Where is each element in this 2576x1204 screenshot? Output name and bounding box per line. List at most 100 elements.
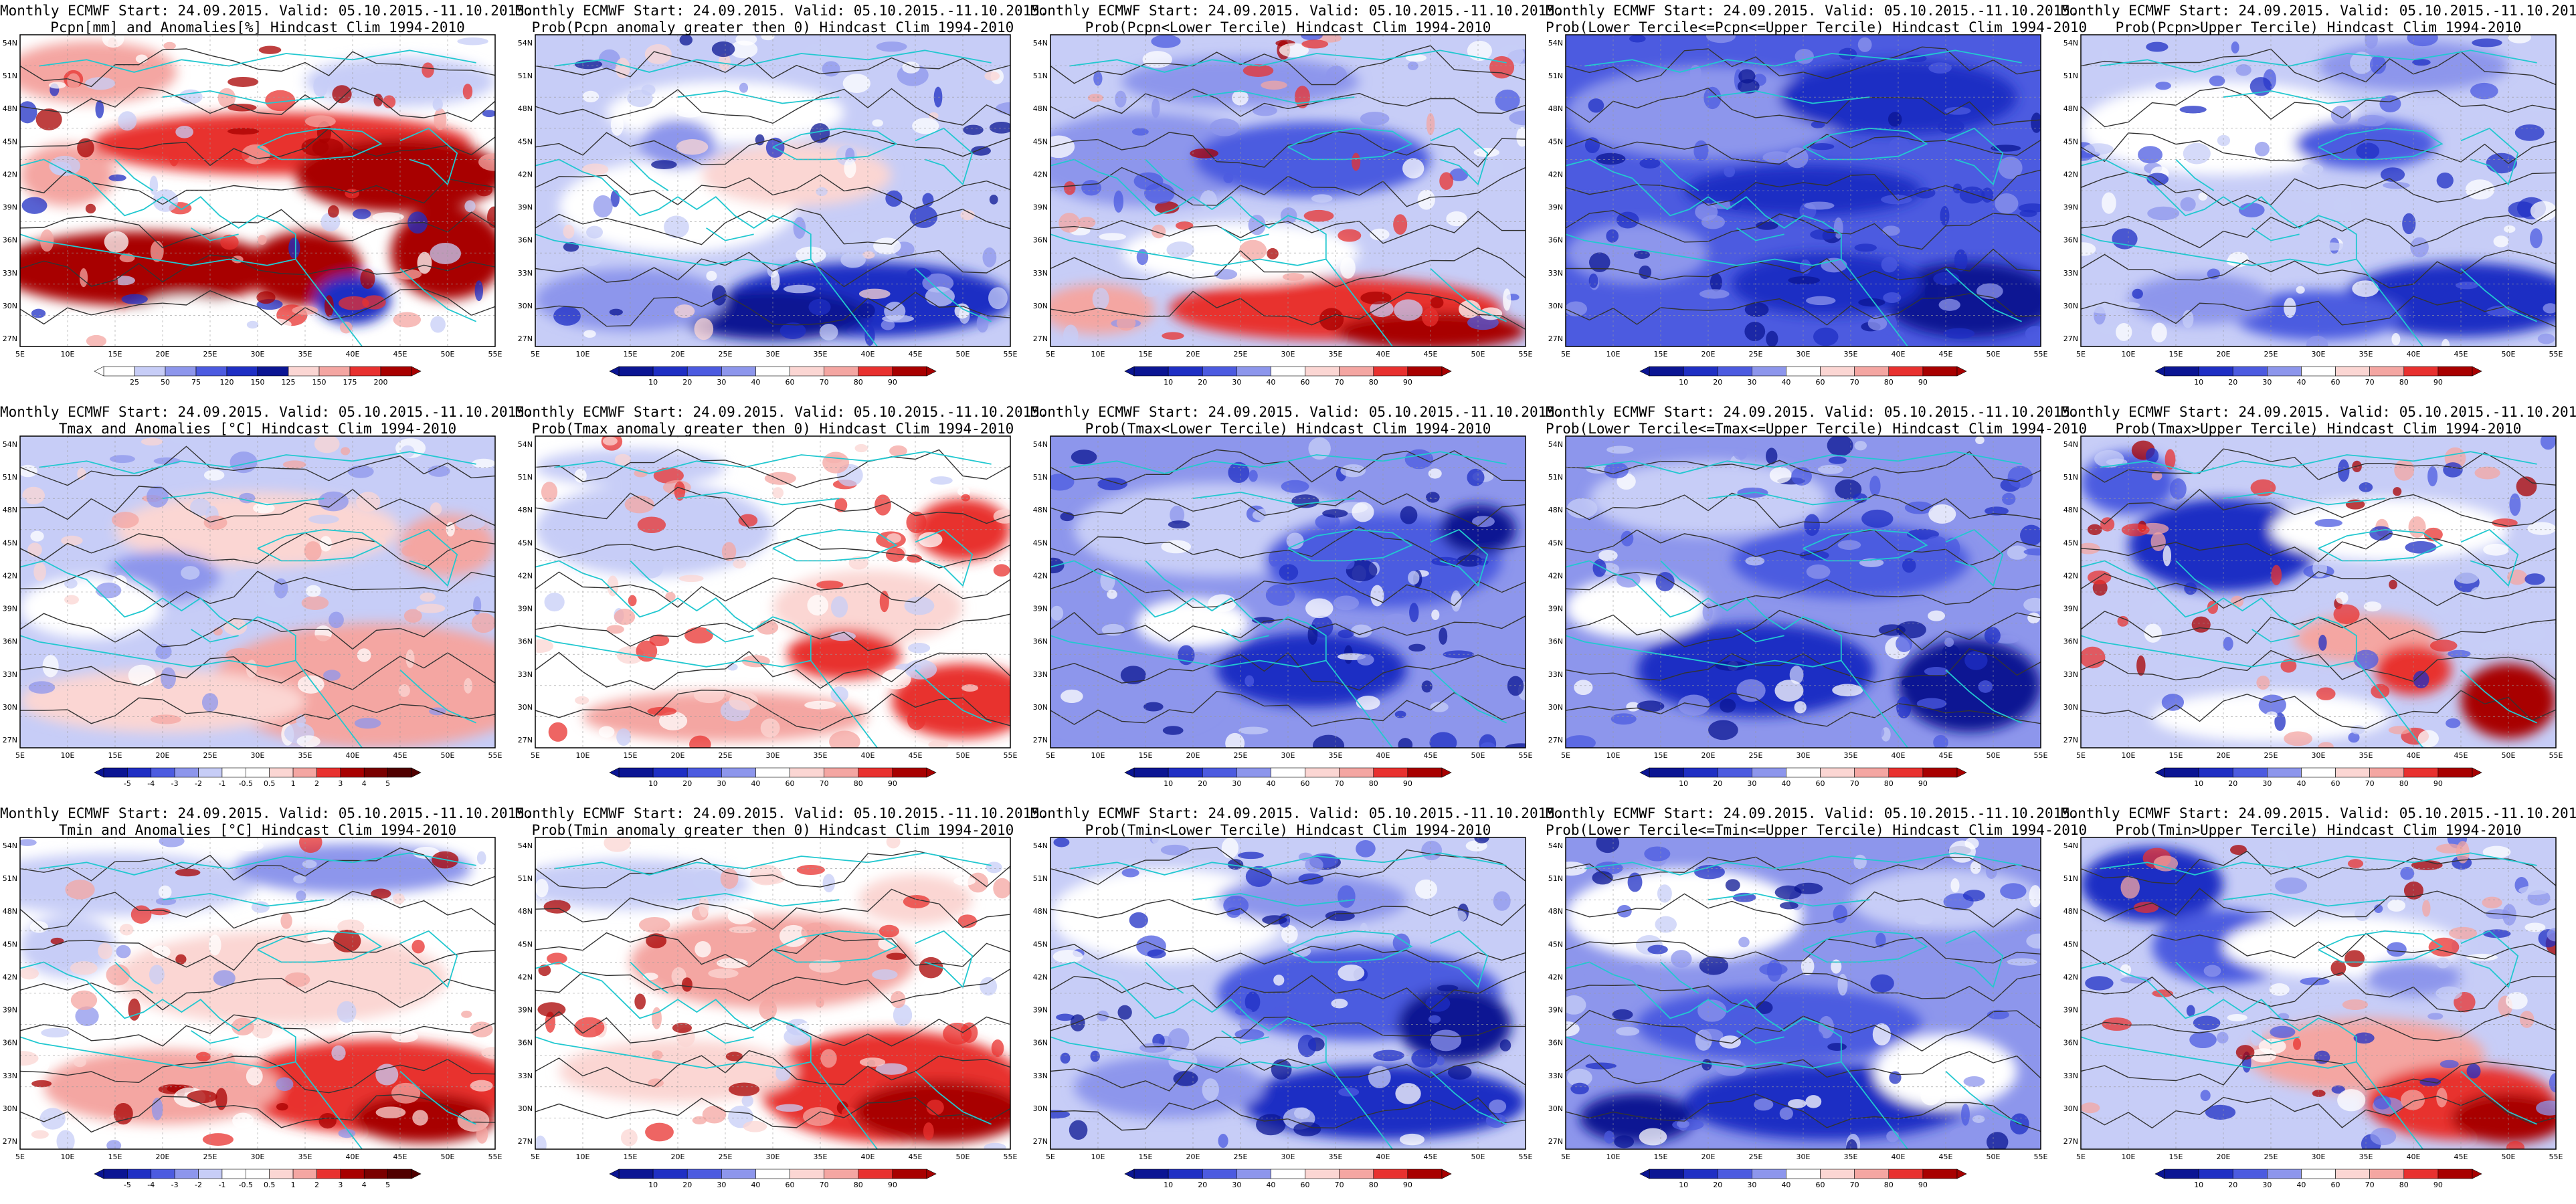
colorbar-tick-label: 90 bbox=[1918, 779, 1928, 788]
field-speckle bbox=[1170, 506, 1185, 524]
field-speckle bbox=[1467, 468, 1485, 486]
longitude-label: 20E bbox=[671, 1152, 685, 1161]
isoline-contour bbox=[1566, 529, 2041, 567]
isoline-contour bbox=[1566, 248, 2041, 282]
field-speckle bbox=[1319, 308, 1344, 331]
latitude-label: 30N bbox=[1548, 1104, 1563, 1113]
latitude-label: 51N bbox=[2063, 874, 2078, 883]
field-speckle bbox=[840, 252, 866, 268]
longitude-label: 35E bbox=[2359, 350, 2373, 359]
field-speckle bbox=[1759, 963, 1788, 976]
field-speckle bbox=[712, 285, 727, 306]
colorbar-tick-label: 10 bbox=[648, 1181, 658, 1189]
field-speckle bbox=[61, 535, 83, 546]
field-speckle bbox=[1928, 62, 1952, 74]
field-speckle bbox=[1806, 1029, 1824, 1046]
colorbar-tick-label: 200 bbox=[374, 378, 388, 387]
field-speckle bbox=[2312, 1090, 2326, 1097]
coastline bbox=[706, 1030, 754, 1044]
coastline bbox=[1325, 660, 1393, 748]
field-speckle bbox=[1087, 94, 1104, 102]
field-speckle bbox=[993, 564, 1010, 577]
field-speckle bbox=[288, 237, 300, 259]
field-speckle bbox=[848, 231, 864, 247]
field-speckle bbox=[1629, 35, 1646, 43]
latitude-label: 42N bbox=[3, 973, 17, 981]
coastline bbox=[114, 961, 154, 994]
colorbar-tick-label: 60 bbox=[2331, 1181, 2340, 1189]
field-speckle bbox=[1655, 572, 1675, 591]
colorbar-end-arrow bbox=[2154, 767, 2165, 778]
map-panel: Monthly ECMWF Start: 24.09.2015. Valid: … bbox=[1030, 0, 1564, 401]
map-frame bbox=[1565, 837, 2041, 1150]
anomaly-field-region bbox=[2128, 274, 2271, 325]
field-speckle bbox=[638, 917, 670, 933]
colorbar-tick-label: 60 bbox=[1816, 1181, 1825, 1189]
field-speckle bbox=[2191, 616, 2211, 633]
field-speckle bbox=[298, 837, 323, 854]
field-speckle bbox=[1457, 555, 1483, 567]
latitude-label: 33N bbox=[1548, 1072, 1563, 1080]
panel-title-line1: Monthly ECMWF Start: 24.09.2015. Valid: … bbox=[1546, 3, 2079, 19]
colorbar-tick-label: 70 bbox=[1335, 378, 1344, 387]
field-speckle bbox=[1944, 637, 1954, 647]
field-speckle bbox=[401, 544, 418, 557]
colorbar-tick-label: 2 bbox=[314, 779, 319, 788]
field-speckle bbox=[430, 316, 446, 333]
coastline bbox=[1145, 159, 1184, 191]
longitude-label: 45E bbox=[2454, 751, 2468, 760]
field-speckle bbox=[2530, 228, 2543, 249]
field-speckle bbox=[1333, 595, 1360, 611]
field-speckle bbox=[1398, 738, 1413, 748]
field-speckle bbox=[2227, 252, 2249, 268]
panel-title-line2: Prob(Lower Tercile<=Tmin<=Upper Tercile)… bbox=[1546, 822, 2088, 838]
field-speckle bbox=[1675, 215, 1684, 222]
field-speckle bbox=[993, 509, 1010, 524]
field-speckle bbox=[109, 455, 135, 464]
panel-title-line2: Prob(Tmax anomaly greater then 0) Hindca… bbox=[531, 421, 1014, 437]
coastline bbox=[706, 629, 754, 643]
coastline bbox=[2356, 660, 2423, 748]
colorbar-tick-label: 40 bbox=[2296, 1181, 2306, 1189]
field-speckle bbox=[1293, 1107, 1310, 1120]
field-speckle bbox=[2081, 542, 2100, 555]
colorbar-swatch bbox=[316, 1169, 341, 1179]
colorbar-tick-label: 0.5 bbox=[264, 779, 276, 788]
field-speckle bbox=[2394, 459, 2415, 481]
colorbar-swatch bbox=[1854, 1169, 1890, 1179]
field-speckle bbox=[256, 291, 276, 304]
latitude-label: 54N bbox=[2063, 841, 2078, 850]
field-speckle bbox=[991, 1039, 1004, 1058]
field-speckle bbox=[830, 686, 848, 703]
colorbar-tick-label: 10 bbox=[1164, 378, 1173, 387]
colorbar-tick-label: 4 bbox=[362, 779, 367, 788]
panel-title: Monthly ECMWF Start: 24.09.2015. Valid: … bbox=[1546, 404, 2087, 437]
coastline bbox=[1584, 451, 2022, 474]
field-speckle bbox=[1975, 173, 1995, 193]
colorbar-swatch bbox=[652, 366, 688, 377]
field-speckle bbox=[1516, 126, 1526, 147]
latitude-label: 39N bbox=[1548, 605, 1563, 613]
field-speckle bbox=[796, 864, 825, 876]
field-speckle bbox=[2306, 335, 2328, 346]
field-speckle bbox=[1417, 189, 1435, 210]
latitude-label: 42N bbox=[3, 571, 17, 580]
latitude-label: 48N bbox=[3, 907, 17, 916]
colorbar-swatch bbox=[1752, 366, 1786, 377]
field-speckle bbox=[1081, 179, 1102, 196]
field-speckle bbox=[2446, 718, 2461, 728]
field-speckle bbox=[2291, 447, 2305, 456]
latitude-label: 36N bbox=[1548, 1039, 1563, 1047]
longitude-label: 55E bbox=[1004, 1152, 1018, 1161]
colorbar-tick-label: 90 bbox=[2433, 378, 2443, 387]
isoline-contour bbox=[2081, 209, 2556, 249]
field-speckle bbox=[476, 1124, 488, 1144]
field-speckle bbox=[1585, 694, 1607, 708]
field-speckle bbox=[1901, 676, 1931, 690]
latitude-label: 48N bbox=[1548, 506, 1563, 514]
colorbar-swatch bbox=[2335, 767, 2370, 778]
field-speckle bbox=[153, 189, 179, 212]
latitude-label: 45N bbox=[3, 538, 17, 547]
field-speckle bbox=[864, 324, 875, 346]
field-speckle bbox=[1567, 1068, 1592, 1087]
